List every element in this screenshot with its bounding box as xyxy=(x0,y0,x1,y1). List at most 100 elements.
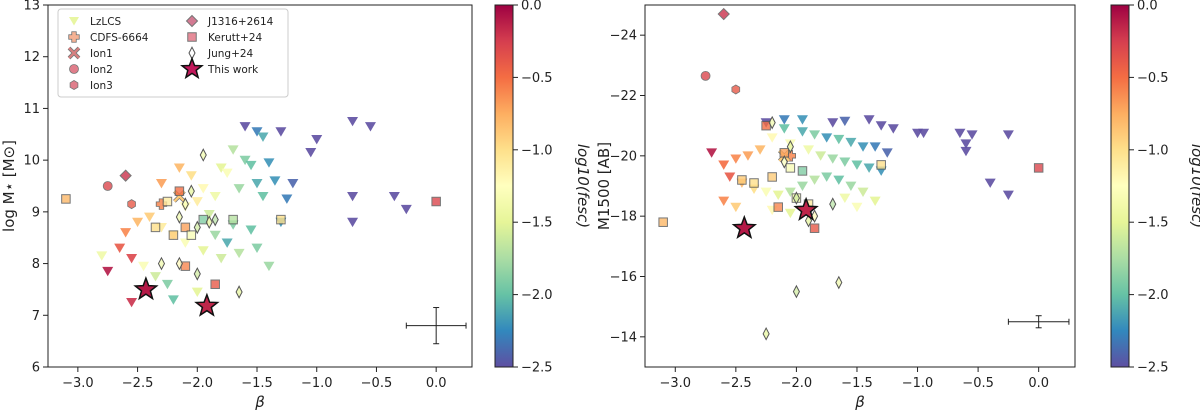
x-tick-label: −2.0 xyxy=(781,376,813,391)
point-lzlcs xyxy=(857,187,869,197)
point-lzlcs xyxy=(263,261,275,272)
point-lzlcs xyxy=(144,212,156,222)
colorbar-tick-label: −2.5 xyxy=(1137,361,1169,376)
point-lzlcs xyxy=(833,175,845,185)
colorbar-tick-label: −2.5 xyxy=(521,361,553,376)
y-tick-label: 11 xyxy=(23,102,40,117)
x-tick-label: −3.0 xyxy=(659,376,691,391)
point-kerutt-24 xyxy=(61,194,71,204)
colorbar-tick-label: −2.0 xyxy=(1137,288,1169,303)
colorbar-label: log10(fesc) xyxy=(1188,144,1200,228)
point-kerutt-24 xyxy=(174,186,185,196)
right-axes: −3.0 −2.5 −2.0 −1.5 −1.0 −0.5 0.0 −24 −22 −20 −18 −… xyxy=(595,4,1076,411)
point-lzlcs xyxy=(155,179,167,189)
legend-label: Jung+24 xyxy=(207,48,254,60)
point-j1316-2614 xyxy=(717,7,730,21)
point-lzlcs xyxy=(281,194,293,204)
point-lzlcs xyxy=(918,128,930,139)
point-lzlcs xyxy=(102,266,114,277)
point-lzlcs xyxy=(827,154,839,164)
point-lzlcs xyxy=(149,272,161,282)
point-lzlcs xyxy=(197,246,209,256)
point-lzlcs xyxy=(257,191,269,202)
plot-frame xyxy=(644,4,1076,368)
point-lzlcs xyxy=(114,243,126,254)
legend-label: Ion2 xyxy=(90,64,113,76)
series-jung-24 xyxy=(157,148,243,299)
y-tick-label: 10 xyxy=(23,154,40,169)
point-jung-24 xyxy=(792,284,800,299)
colorbar-gradient xyxy=(494,4,514,368)
left-colorbar: 0.0 −0.5 −1.0 −1.5 −2.0 −2.5 log10(fesc) xyxy=(494,0,592,376)
x-tick-label: 0.0 xyxy=(1028,376,1049,391)
point-lzlcs xyxy=(706,148,718,158)
point-lzlcs xyxy=(754,145,766,155)
legend-marker-lzlcs xyxy=(69,17,79,26)
point-lzlcs xyxy=(167,295,179,305)
point-lzlcs xyxy=(815,151,827,161)
point-lzlcs xyxy=(251,243,263,254)
point-lzlcs xyxy=(718,160,730,170)
legend-marker-this-work xyxy=(180,56,204,80)
point-lzlcs xyxy=(845,181,857,191)
legend-label: This work xyxy=(207,64,259,76)
point-lzlcs xyxy=(851,160,863,170)
legend-label: Kerutt+24 xyxy=(208,32,263,44)
y-axis-label: M1500 [AB] xyxy=(595,142,613,230)
left-axes: −3.0 −2.5 −2.0 −1.5 −1.0 −0.5 0.0 6 7 8 9 10 11 12 13 β… xyxy=(0,0,473,411)
point-lzlcs xyxy=(984,178,996,188)
point-jung-24 xyxy=(780,155,788,169)
point-jung-24 xyxy=(205,215,213,230)
point-this-work xyxy=(793,196,819,221)
colorbar-tick-label: −1.5 xyxy=(521,216,553,231)
point-lzlcs xyxy=(96,251,108,261)
legend-item-ion1: Ion1 xyxy=(67,46,113,60)
x-tick-label: −3.0 xyxy=(62,376,94,391)
point-lzlcs xyxy=(215,254,227,264)
point-lzlcs xyxy=(863,163,875,173)
point-lzlcs xyxy=(730,154,742,164)
legend-label: Ion3 xyxy=(90,80,113,92)
point-lzlcs xyxy=(239,155,251,166)
point-lzlcs xyxy=(191,287,203,297)
point-lzlcs xyxy=(784,208,796,219)
point-j1316-2614 xyxy=(119,169,132,182)
point-jung-24 xyxy=(211,212,219,227)
right-scatter-points xyxy=(658,7,1070,341)
point-kerutt-24 xyxy=(228,214,238,225)
point-lzlcs xyxy=(400,204,412,215)
point-lzlcs xyxy=(1002,190,1014,200)
y-tick-label: 8 xyxy=(32,257,40,272)
x-axis-label: β xyxy=(254,393,265,411)
series-j1316-2614 xyxy=(717,7,730,21)
point-kerutt-24 xyxy=(162,196,173,207)
point-ion2 xyxy=(102,181,113,191)
point-lzlcs xyxy=(191,197,203,207)
point-jung-24 xyxy=(762,326,770,341)
point-kerutt-24 xyxy=(876,160,886,170)
point-lzlcs xyxy=(839,116,851,127)
legend-label: LzLCS xyxy=(90,16,122,28)
point-kerutt-24 xyxy=(1033,163,1044,173)
y-tick-label: 13 xyxy=(23,0,40,14)
point-jung-24 xyxy=(193,220,201,235)
point-jung-24 xyxy=(786,139,794,154)
point-jung-24 xyxy=(199,148,207,162)
point-kerutt-24 xyxy=(809,223,820,233)
point-jung-24 xyxy=(835,275,843,290)
point-kerutt-24 xyxy=(431,196,441,207)
point-this-work xyxy=(194,292,220,317)
point-lzlcs xyxy=(179,238,191,248)
point-lzlcs xyxy=(1002,130,1014,140)
y-tick-label: 7 xyxy=(32,309,40,324)
point-lzlcs xyxy=(233,248,245,259)
y-tick-label: −14 xyxy=(610,330,637,345)
point-lzlcs xyxy=(233,184,245,194)
series-ion2 xyxy=(102,181,113,191)
point-kerutt-24 xyxy=(797,166,808,176)
point-lzlcs xyxy=(724,172,736,182)
point-kerutt-24 xyxy=(737,175,747,185)
colorbar-tick-label: −2.0 xyxy=(521,288,553,303)
point-lzlcs xyxy=(215,163,227,173)
